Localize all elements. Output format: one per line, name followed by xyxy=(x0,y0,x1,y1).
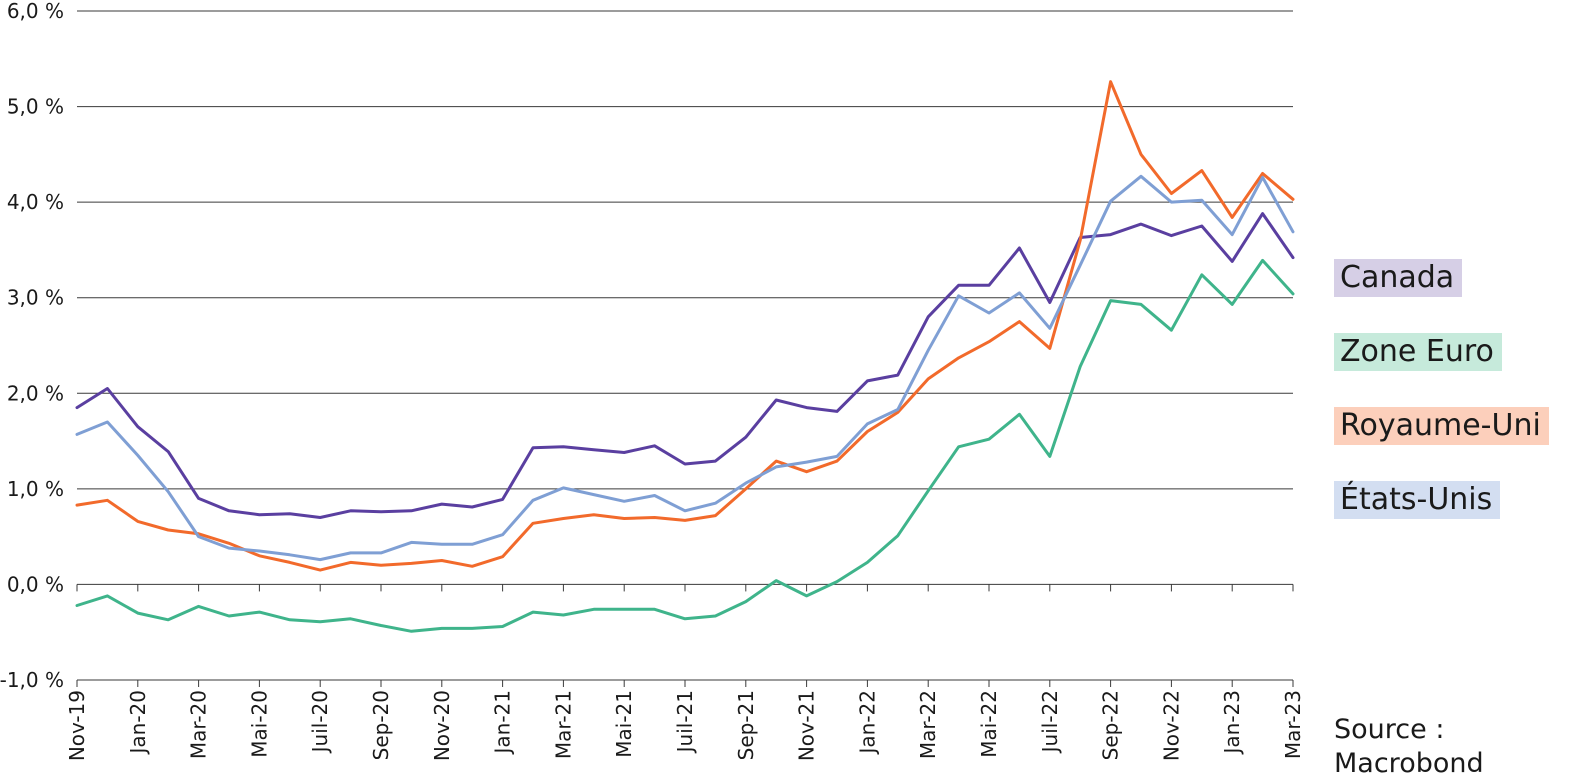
x-tick-label: Mai-21 xyxy=(612,690,636,758)
x-tick-label: Mai-22 xyxy=(977,690,1001,758)
source-label: Source : xyxy=(1334,714,1445,745)
series-line--tats-unis xyxy=(75,174,1295,562)
legend-item-royaume-uni: Royaume-Uni xyxy=(1334,407,1549,445)
series-line-canada xyxy=(75,212,1295,519)
y-tick-label: 0,0 % xyxy=(7,572,64,596)
x-tick-label: Mar-21 xyxy=(551,690,575,759)
series-line-royaume-uni xyxy=(75,80,1295,572)
source-name: Macrobond xyxy=(1334,748,1484,779)
x-tick-label: Jan-23 xyxy=(1220,690,1244,756)
y-tick-label: 3,0 % xyxy=(7,286,64,310)
y-tick-label: 5,0 % xyxy=(7,95,64,119)
x-tick-label: Juil-20 xyxy=(308,690,332,754)
legend-item-canada: Canada xyxy=(1334,259,1463,297)
source-note: Source : Macrobond xyxy=(1334,713,1484,781)
x-tick-label: Juil-21 xyxy=(673,690,697,754)
x-tick-label: Mar-20 xyxy=(187,690,211,759)
x-tick-label: Nov-19 xyxy=(65,690,89,761)
series-lines xyxy=(75,80,1295,633)
x-tick-label: Mar-22 xyxy=(916,690,940,759)
legend-item-etats-unis: États-Unis xyxy=(1334,481,1501,519)
y-axis-ticks: 6,0 % 5,0 % 4,0 % 3,0 % 2,0 % 1,0 % 0,0 % -1,0 … xyxy=(0,0,64,692)
x-tick-label: Juil-22 xyxy=(1038,690,1062,754)
x-tick-label: Nov-21 xyxy=(795,690,819,761)
x-tick-label: Mai-20 xyxy=(247,690,271,758)
x-tick-label: Sep-20 xyxy=(369,690,393,760)
y-tick-label: 1,0 % xyxy=(7,477,64,501)
x-tick-label: Sep-22 xyxy=(1099,690,1123,760)
x-tick-label: Jan-20 xyxy=(126,690,150,756)
y-tick-label: 2,0 % xyxy=(7,381,64,405)
x-tick-label: Mar-23 xyxy=(1281,690,1305,759)
x-tick-label: Sep-21 xyxy=(734,690,758,760)
y-tick-label: -1,0 % xyxy=(0,668,64,692)
x-tick-label: Nov-22 xyxy=(1159,690,1183,761)
legend-item-zone-euro: Zone Euro xyxy=(1334,333,1502,371)
x-tick-label: Jan-22 xyxy=(855,690,879,756)
gridlines xyxy=(77,10,1293,681)
series-line-zone-euro xyxy=(75,258,1295,633)
x-tick-label: Jan-21 xyxy=(491,690,515,756)
x-axis-ticks: Nov-19 Jan-20 Mar-20 Mai-20 Juil-20 Sep-20 Nov… xyxy=(65,584,1305,761)
x-tick-label: Nov-20 xyxy=(430,690,454,761)
y-tick-label: 4,0 % xyxy=(7,190,64,214)
y-tick-label: 6,0 % xyxy=(7,0,64,23)
